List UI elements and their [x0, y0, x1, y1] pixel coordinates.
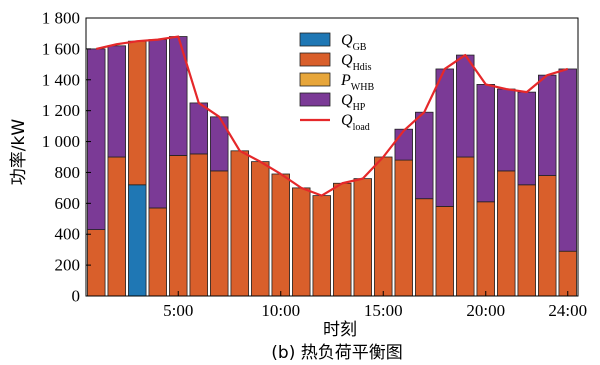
- y-tick-label: 1 800: [42, 9, 80, 28]
- bar-hdis-4: [148, 207, 167, 297]
- bar-hdis-16: [394, 159, 413, 297]
- bar-hp-23: [538, 74, 557, 176]
- bar-hp-17: [415, 111, 434, 200]
- y-axis: 0 200 400 600 800 1 000 1 200 1 400 1 600 1 800: [42, 9, 91, 306]
- x-axis-label: 时刻: [323, 320, 357, 340]
- bar-hdis-1: [87, 229, 106, 297]
- load-line-layer: [96, 35, 569, 197]
- bar-hp-24: [558, 68, 577, 252]
- x-tick-label: 20:00: [466, 301, 505, 320]
- bar-hdis-2: [107, 156, 126, 297]
- bar-hdis-5: [169, 155, 188, 297]
- y-tick-label: 1 200: [42, 101, 80, 120]
- legend-label-load: Qload: [341, 112, 370, 133]
- legend-swatch-hp: [299, 92, 331, 107]
- bar-hdis-13: [333, 182, 352, 297]
- plot-frame: [85, 17, 579, 297]
- bar-hdis-24: [558, 250, 577, 297]
- legend-swatch-whb: [299, 72, 331, 87]
- bar-hdis-10: [271, 173, 290, 297]
- load-line: [96, 35, 569, 197]
- bar-hp-16: [394, 128, 413, 161]
- bar-hp-18: [435, 68, 454, 207]
- y-tick-label: 200: [55, 256, 81, 275]
- bar-hdis-8: [230, 150, 249, 297]
- y-tick-label: 400: [55, 225, 81, 244]
- bar-hdis-7: [210, 170, 229, 297]
- legend-label-gb: QGB: [341, 32, 367, 53]
- figure-caption: (b) 热负荷平衡图: [271, 343, 402, 363]
- y-tick-label: 800: [55, 163, 81, 182]
- bar-hp-19: [456, 54, 475, 158]
- y-tick-label: 0: [72, 287, 81, 306]
- bar-hdis-17: [415, 198, 434, 297]
- legend-label-whb: PWHB: [340, 72, 374, 93]
- legend-swatch-gb: [299, 32, 331, 47]
- bar-hdis-6: [189, 153, 208, 297]
- x-tick-label: 10:00: [261, 301, 300, 320]
- bar-hdis-22: [517, 184, 536, 297]
- bars-layer: [87, 36, 577, 297]
- y-tick-label: 600: [55, 194, 81, 213]
- bar-hp-20: [476, 84, 495, 203]
- bar-hp-22: [517, 91, 536, 186]
- y-tick-label: 1 600: [42, 39, 80, 58]
- bar-hp-2: [107, 45, 126, 158]
- x-axis: 5:00 10:00 15:00 20:00 24:00: [163, 291, 587, 320]
- y-tick-label: 1 400: [42, 70, 80, 89]
- y-axis-label: 功率/kW: [9, 119, 29, 186]
- bar-hdis-23: [538, 175, 557, 297]
- bar-hdis-9: [251, 161, 270, 297]
- bar-hdis-18: [435, 206, 454, 297]
- bar-hdis-14: [353, 178, 372, 297]
- bar-hdis-21: [497, 170, 516, 297]
- bar-hdis-19: [456, 156, 475, 297]
- x-tick-label: 15:00: [364, 301, 403, 320]
- legend-swatch-hdis: [299, 52, 331, 67]
- legend-label-hp: QHP: [341, 92, 366, 113]
- bar-hdis-20: [476, 201, 495, 297]
- bar-hp-21: [497, 88, 516, 172]
- bar-hdis-11: [292, 187, 311, 297]
- legend-label-hdis: QHdis: [341, 52, 372, 73]
- x-tick-label: 24:00: [548, 301, 587, 320]
- bar-hdis-12: [312, 195, 331, 297]
- bar-hdis-3: [128, 40, 147, 186]
- bar-gb-3: [128, 184, 147, 297]
- y-tick-label: 1 000: [42, 132, 80, 151]
- bar-hdis-15: [374, 156, 393, 297]
- bar-hp-4: [148, 39, 167, 209]
- x-tick-label: 5:00: [163, 301, 193, 320]
- bar-hp-1: [87, 48, 106, 230]
- bar-hp-6: [189, 102, 208, 155]
